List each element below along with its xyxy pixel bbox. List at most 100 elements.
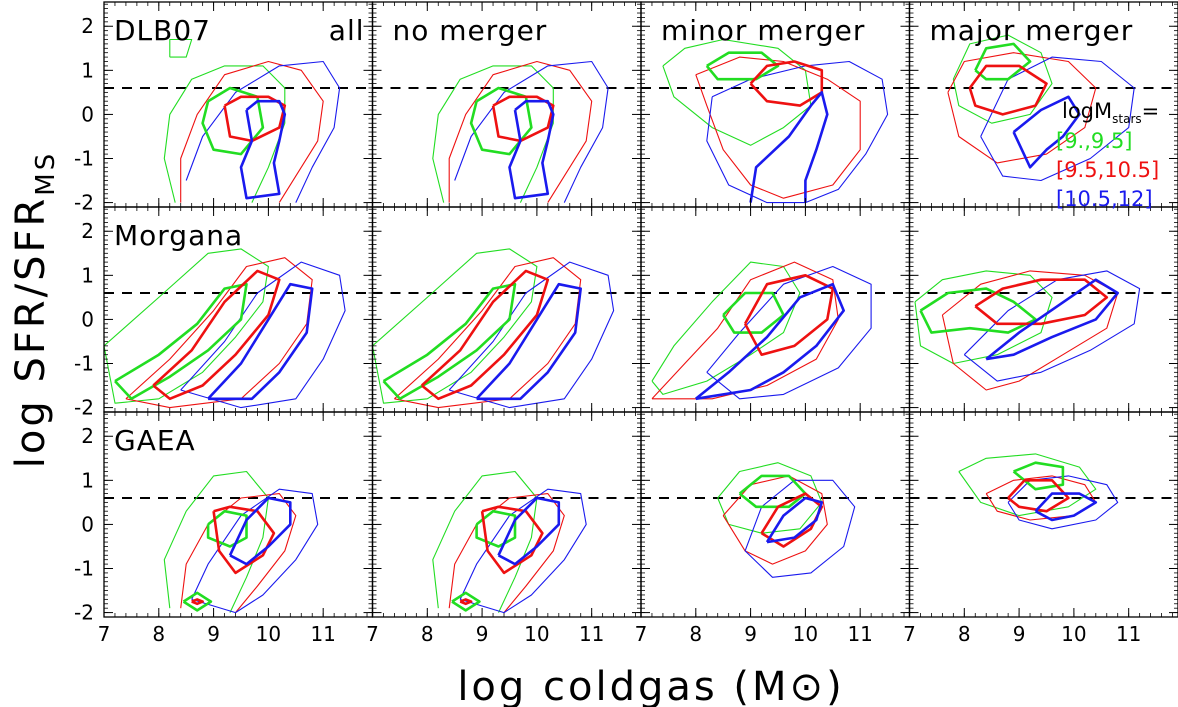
panel-r2-c2 (640, 411, 911, 618)
x-tick-label: 9 (744, 622, 757, 646)
contour-thin-series-1 (448, 493, 565, 613)
contour-thick-series-1 (459, 598, 473, 606)
contour-thin-series-0 (952, 34, 1053, 124)
contour-thick-series-2 (508, 99, 555, 200)
contour-thin-series-2 (963, 270, 1141, 382)
panel-r1-c2 (640, 206, 911, 413)
x-tick-label: 7 (635, 622, 648, 646)
x-tick-label: 11 (310, 622, 335, 646)
contour-thin-series-2 (459, 488, 587, 614)
contour-group (372, 248, 615, 409)
contour-thick-series-0 (919, 287, 1037, 334)
contour-group (163, 38, 341, 203)
x-tick-label: 8 (958, 622, 971, 646)
contour-thick-series-2 (239, 99, 287, 200)
contour-thick-series-2 (497, 496, 561, 566)
contour-thick-series-2 (1034, 492, 1098, 522)
contour-group (104, 248, 346, 409)
contour-thin-series-0 (651, 261, 801, 395)
contour-thin-series-0 (372, 248, 538, 404)
contour-thick-series-0 (722, 291, 785, 334)
contour-thin-series-1 (448, 60, 593, 203)
contour-thin-series-1 (125, 257, 313, 409)
y-tick-label: -1 (74, 352, 94, 376)
contour-thin-series-0 (163, 470, 269, 613)
contour-thin-series-0 (432, 470, 538, 613)
contour-group (958, 453, 1119, 530)
panel-r1-c3 (908, 206, 1178, 413)
contour-thick-series-1 (491, 95, 555, 143)
contour-group (662, 38, 889, 204)
panel-r0-c1 (371, 1, 642, 208)
panel-r1-c1 (371, 206, 642, 413)
x-tick-label: 11 (579, 622, 604, 646)
contour-thin-series-2 (185, 60, 341, 203)
panel-frame (371, 206, 642, 413)
contour-thin-series-2 (191, 488, 319, 614)
contour-thick-series-1 (974, 278, 1109, 326)
y-tick-label: 2 (81, 14, 94, 38)
contour-thick-series-0 (1012, 461, 1065, 491)
column-title: all (329, 14, 365, 47)
y-tick-label: 0 (81, 102, 94, 126)
contour-thin-series-2 (448, 261, 615, 409)
contour-thin-series-2 (744, 479, 856, 578)
contour-thick-series-0 (475, 509, 517, 548)
contour-group (651, 261, 872, 401)
contour-thick-series-0 (451, 591, 481, 612)
y-tick-label: 2 (81, 424, 94, 448)
y-tick-label: -1 (74, 557, 94, 581)
y-tick-label: 1 (81, 58, 94, 82)
column-title: no merger (393, 14, 548, 47)
contour-thick-series-1 (191, 598, 204, 606)
panel-r2-c3 (908, 411, 1178, 618)
contour-thick-series-1 (152, 269, 281, 401)
y-tick-label: 1 (81, 468, 94, 492)
x-tick-label: 10 (793, 622, 818, 646)
row-title: DLB07 (114, 14, 211, 47)
panel-frame (640, 411, 911, 618)
contour-thin-series-1 (394, 257, 582, 409)
contour-group (432, 470, 587, 614)
axis-labels: -2 -1 0 1 2 -2 -1 0 1 2 -2 -1 0 1 2 7 8 9 10 11 7 8 9 10 11 7 8 9 10… (8, 14, 1159, 707)
y-tick-label: -2 (74, 191, 94, 215)
x-tick-label: 10 (256, 622, 281, 646)
contour-group (947, 34, 1135, 182)
column-title: minor merger (661, 14, 865, 47)
x-tick-label: 8 (689, 622, 702, 646)
contour-thick-series-1 (968, 64, 1048, 116)
panel-r0-c3 (908, 1, 1178, 208)
contour-thick-series-0 (182, 591, 213, 612)
panel-grid (103, 1, 1178, 618)
legend-entry: [10.5,12] (1056, 187, 1153, 211)
contour-thin-series-2 (180, 261, 346, 409)
contour-thick-series-0 (705, 51, 780, 81)
contour-thin-series-0 (432, 65, 554, 203)
x-tick-label: 7 (98, 622, 111, 646)
contour-thin-series-0 (958, 453, 1097, 517)
contour-thick-series-2 (985, 278, 1119, 361)
row-title: GAEA (114, 424, 196, 457)
x-tick-label: 10 (524, 622, 549, 646)
contour-thin-series-1 (180, 60, 324, 203)
contour-thick-series-0 (974, 42, 1032, 81)
y-tick-label: 0 (81, 307, 94, 331)
contour-thick-series-2 (749, 91, 829, 203)
y-tick-label: 2 (81, 219, 94, 243)
contour-thin-series-2 (1007, 475, 1119, 530)
panel-r2-c0 (103, 411, 374, 618)
y-tick-label: -2 (74, 396, 94, 420)
legend-entry: [9.,9.5] (1056, 129, 1133, 153)
contour-thick-series-1 (223, 95, 287, 143)
y-tick-label: 1 (81, 263, 94, 287)
contour-thick-series-1 (1007, 479, 1070, 513)
y-tick-label: -1 (74, 147, 94, 171)
contour-thick-series-2 (228, 496, 292, 566)
contour-thick-series-1 (743, 274, 835, 356)
x-tick-label: 7 (366, 622, 379, 646)
x-tick-label: 8 (152, 622, 165, 646)
contour-group (163, 470, 319, 614)
contour-thin-series-0 (163, 65, 286, 203)
contour-thin-series-0 (662, 38, 812, 146)
contour-thin-series-2 (980, 56, 1135, 182)
